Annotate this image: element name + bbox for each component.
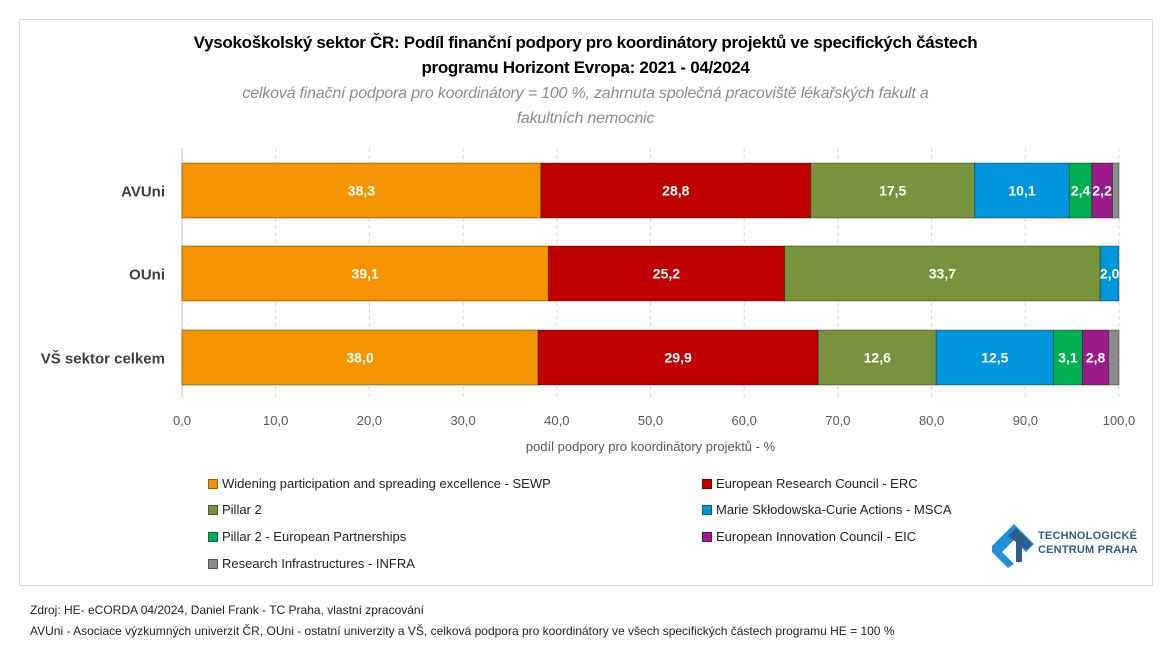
data-label: 25,2 [653,266,680,282]
legend-label: Pillar 2 [222,502,262,517]
legend-swatch [208,504,218,515]
data-label: 12,5 [981,350,1008,366]
legend-swatch [208,531,218,542]
source-note: Zdroj: HE- eCORDA 04/2024, Daniel Frank … [30,603,424,617]
data-label: 3,1 [1058,350,1078,366]
data-label: 29,9 [665,350,692,366]
chart-title-line-2: programu Horizont Evropa: 2021 - 04/2024 [421,58,750,77]
bar-segment [540,162,812,219]
legend-label: European Research Council - ERC [716,476,918,491]
legend-item: Marie Skłodowska-Curie Actions - MSCA [702,502,952,517]
x-axis-title: podíl podpory pro koordinátory projektů … [526,439,776,454]
data-label: 2,0 [1100,266,1120,282]
x-tick-label: 80,0 [919,413,944,428]
tc-praha-logo: TECHNOLOGICKÉ CENTRUM PRAHA [992,522,1142,568]
legend-label: Research Infrastructures - INFRA [222,556,415,571]
bar-segment [181,245,549,302]
legend-label: European Innovation Council - EIC [716,529,917,544]
data-label: 2,4 [1071,183,1091,199]
bar-segment [1108,329,1120,386]
legend-swatch [208,558,218,569]
x-tick-label: 0,0 [173,413,191,428]
data-label: 10,1 [1008,183,1035,199]
bar-segment [181,162,542,219]
legend-swatch [702,531,712,542]
bar-segment [1052,329,1083,386]
data-label: 2,2 [1092,183,1112,199]
x-tick-label: 30,0 [450,413,475,428]
chart-frame [19,19,1153,586]
legend-label: Pillar 2 - European Partnerships [222,529,407,544]
legend-item: Widening participation and spreading exc… [208,476,551,491]
x-tick-label: 40,0 [544,413,569,428]
legend-item: European Research Council - ERC [702,476,918,491]
bar-segment [817,329,937,386]
data-label: 33,7 [929,266,956,282]
bar-segment [974,162,1070,219]
bar-segment [547,245,785,302]
legend-swatch [208,478,218,489]
x-tick-label: 70,0 [825,413,850,428]
bar-segment [935,329,1054,386]
legend-item: Research Infrastructures - INFRA [208,556,415,571]
logo-line-1: TECHNOLOGICKÉ [1038,530,1138,542]
chart-title-line-1: Vysokoškolský sektor ČR: Podíl finanční … [193,33,978,52]
x-tick-label: 10,0 [263,413,288,428]
bar-segment [537,329,819,386]
x-tick-label: 90,0 [1013,413,1038,428]
legend-item: Pillar 2 [208,502,262,517]
legend-label: Marie Skłodowska-Curie Actions - MSCA [716,502,952,517]
category-label: OUni [129,267,165,284]
legend-swatch [702,504,712,515]
x-tick-label: 20,0 [357,413,382,428]
legend-label: Widening participation and spreading exc… [222,476,551,491]
tc-praha-logo-icon [992,524,1034,568]
category-label: AVUni [121,184,165,201]
bar-segment [810,162,976,219]
data-label: 39,1 [352,266,379,282]
bar-segment [1081,329,1110,386]
chart-subtitle-line-1: celková finační podpora pro koordinátory… [242,85,929,102]
chart-subtitle-line-2: fakultních nemocnic [516,110,655,127]
bar-segment [1111,162,1120,219]
data-label: 2,8 [1086,350,1106,366]
bar-segment [1099,245,1120,302]
legend-item: European Innovation Council - EIC [702,529,916,544]
data-label: 38,0 [346,350,373,366]
data-label: 28,8 [662,183,689,199]
data-label: 38,3 [348,183,375,199]
x-tick-label: 50,0 [638,413,663,428]
x-tick-label: 60,0 [732,413,757,428]
data-label: 12,6 [864,350,891,366]
legend-swatch [702,478,712,489]
x-tick-label: 100,0 [1103,413,1136,428]
legend-item: Pillar 2 - European Partnerships [208,529,406,544]
bar-segment [181,329,539,386]
data-label: 17,5 [879,183,906,199]
logo-line-2: CENTRUM PRAHA [1038,544,1138,556]
category-label: VŠ sektor celkem [41,350,165,368]
abbreviation-note: AVUni - Asociace výzkumných univerzit ČR… [30,624,895,638]
